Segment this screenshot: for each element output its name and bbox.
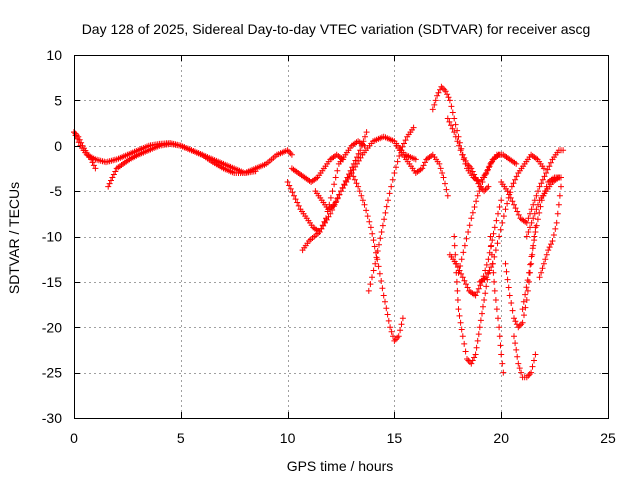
data-point [312,129,370,213]
x-tick-label: 5 [177,430,185,446]
x-tick-label: 20 [493,430,509,446]
axis-ticks [74,55,609,419]
x-tick-label: 10 [280,430,296,446]
data-point [105,140,259,190]
series-track-15 [455,151,520,276]
series-track-3 [105,140,259,190]
data-point [365,124,417,294]
x-tick-label: 15 [387,430,403,446]
data-point [511,333,539,381]
data-point [536,183,564,281]
y-tick-label: -5 [50,183,63,199]
series-track-10 [393,142,451,199]
y-axis-label: SDTVAR / TECUs [6,182,22,294]
data-point [487,233,507,376]
series-track-18 [498,147,567,226]
data-point [393,142,451,199]
y-tick-label: 5 [54,92,62,108]
y-tick-label: -30 [42,410,62,426]
series-track-17 [487,233,507,376]
series-track-9 [365,124,417,294]
series-track-7 [312,129,370,213]
x-tick-label: 25 [600,430,616,446]
y-tick-label: -10 [42,229,62,245]
series-track-6 [288,151,347,185]
y-tick-label: 0 [54,138,62,154]
y-tick-label: -20 [42,319,62,335]
series-track-20 [511,333,539,381]
x-tick-label: 0 [70,430,78,446]
y-tick-label: -25 [42,365,62,381]
data-marks [71,83,567,381]
series-track-23 [523,174,562,240]
y-tick-label: 10 [46,47,62,63]
series-track-22 [536,183,564,281]
series-track-8 [348,170,406,344]
data-point [288,151,347,185]
chart-title: Day 128 of 2025, Sidereal Day-to-day VTE… [82,21,591,37]
data-point [498,147,567,226]
y-tick-labels: 10 5 0 -5 -10 -15 -20 -25 -30 [42,47,62,426]
data-point [523,174,562,240]
y-tick-label: -15 [42,274,62,290]
data-point [348,170,406,344]
x-axis-label: GPS time / hours [287,458,394,474]
data-point [455,151,520,276]
x-tick-labels: 0 5 10 15 20 25 [70,430,616,446]
